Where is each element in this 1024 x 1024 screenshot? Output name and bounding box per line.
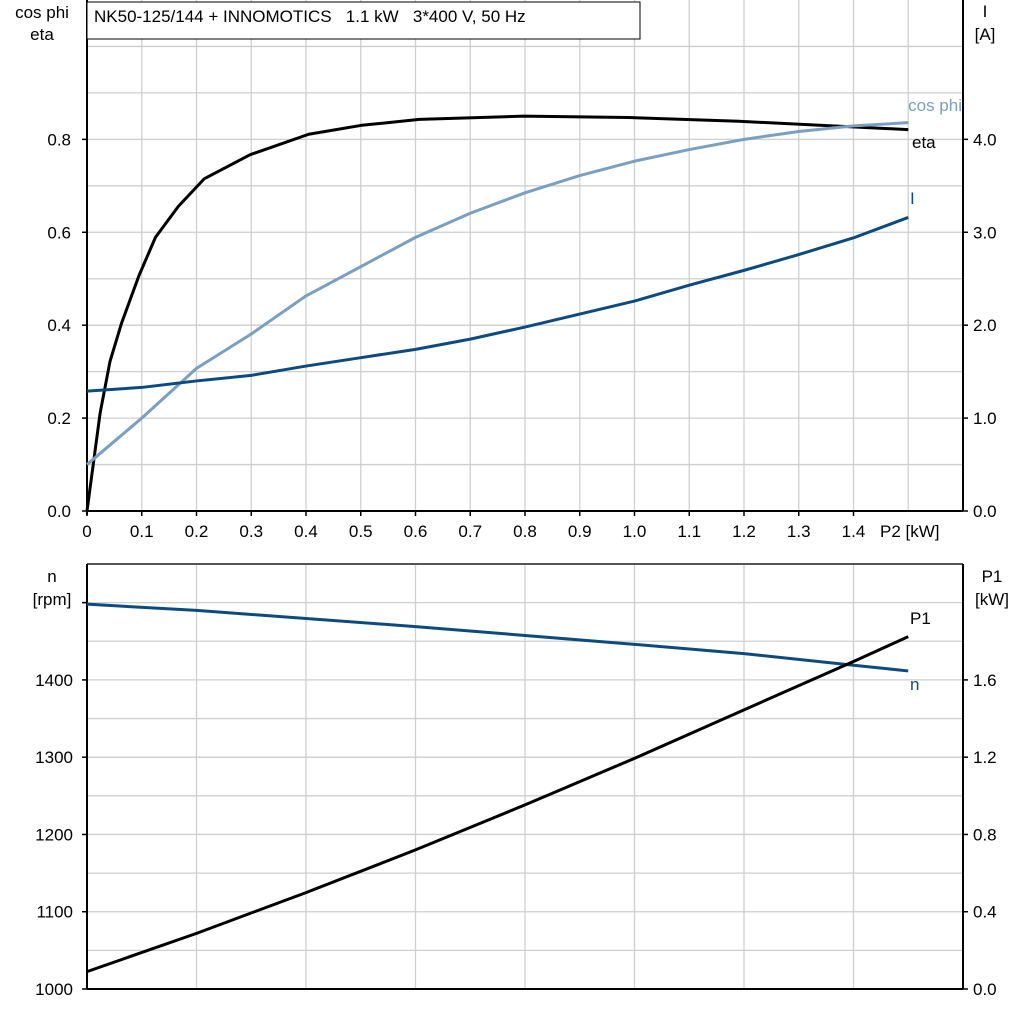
- x-tick-label: 1.2: [732, 522, 756, 541]
- y-tick-label-right: 1.6: [973, 671, 997, 690]
- x-tick-label: 0.6: [404, 522, 428, 541]
- top-left-ylabel-1: cos phi: [15, 3, 69, 22]
- bottom-left-ylabel-1: n: [47, 567, 56, 586]
- y-tick-label-right: 2.0: [973, 316, 997, 335]
- series-P1-line: [86, 635, 909, 974]
- bottom-right-ylabel-2: [kW]: [975, 590, 1009, 609]
- x-tick-label: 0.8: [513, 522, 537, 541]
- top-left-ylabel-2: eta: [30, 25, 54, 44]
- y-tick-label-left: 0.8: [47, 130, 71, 149]
- y-tick-label-right: 4.0: [973, 130, 997, 149]
- y-tick-label-left: 0.4: [47, 316, 71, 335]
- y-tick-label-right: 1.0: [973, 409, 997, 428]
- y-tick-label-left: 1100: [36, 903, 73, 922]
- bottom-left-ylabel-2: [rpm]: [33, 590, 72, 609]
- x-tick-label: 0: [82, 522, 91, 541]
- x-tick-label: 1.4: [842, 522, 866, 541]
- top-right-ylabel-2: [A]: [975, 25, 996, 44]
- series-label: eta: [912, 133, 936, 152]
- x-axis-label: P2 [kW]: [880, 522, 940, 541]
- x-tick-label: 0.7: [458, 522, 482, 541]
- x-tick-label: 0.3: [239, 522, 263, 541]
- x-tick-label: 0.1: [130, 522, 154, 541]
- y-tick-label-left: 1300: [35, 748, 73, 767]
- top-right-ylabel-1: I: [983, 2, 988, 21]
- bottom-right-ylabel-1: P1: [982, 567, 1003, 586]
- y-tick-label-left: 1000: [35, 980, 73, 999]
- x-tick-label: 0.4: [294, 522, 318, 541]
- x-tick-label: 1.0: [623, 522, 647, 541]
- series-label: P1: [910, 609, 931, 628]
- chart-title: NK50-125/144 + INNOMOTICS 1.1 kW 3*400 V…: [94, 7, 526, 26]
- x-tick-label: 0.9: [568, 522, 592, 541]
- y-tick-label-right: 0.0: [973, 980, 997, 999]
- series-label: I: [910, 189, 915, 208]
- y-tick-label-left: 0.2: [47, 409, 71, 428]
- y-tick-label-left: 0.0: [47, 502, 71, 521]
- series-cos-phi-line: [86, 121, 909, 466]
- x-tick-label: 1.1: [677, 522, 701, 541]
- series-eta-line: [85, 114, 909, 512]
- y-tick-label-right: 1.2: [973, 748, 997, 767]
- y-tick-label-right: 0.4: [973, 903, 997, 922]
- y-tick-label-left: 0.6: [47, 223, 71, 242]
- y-tick-label-right: 3.0: [973, 223, 997, 242]
- x-tick-label: 0.2: [185, 522, 209, 541]
- y-tick-label-right: 0.0: [973, 502, 997, 521]
- x-tick-label: 0.5: [349, 522, 373, 541]
- series-label: n: [910, 675, 919, 694]
- series-n-line: [86, 602, 909, 673]
- y-tick-label-left: 1400: [35, 671, 73, 690]
- series-label: cos phi: [908, 96, 962, 115]
- x-tick-label: 1.3: [787, 522, 811, 541]
- title-box: [86, 1, 641, 40]
- y-tick-label-right: 0.8: [973, 825, 997, 844]
- series-I-line: [86, 216, 909, 393]
- y-tick-label-left: 1200: [35, 825, 73, 844]
